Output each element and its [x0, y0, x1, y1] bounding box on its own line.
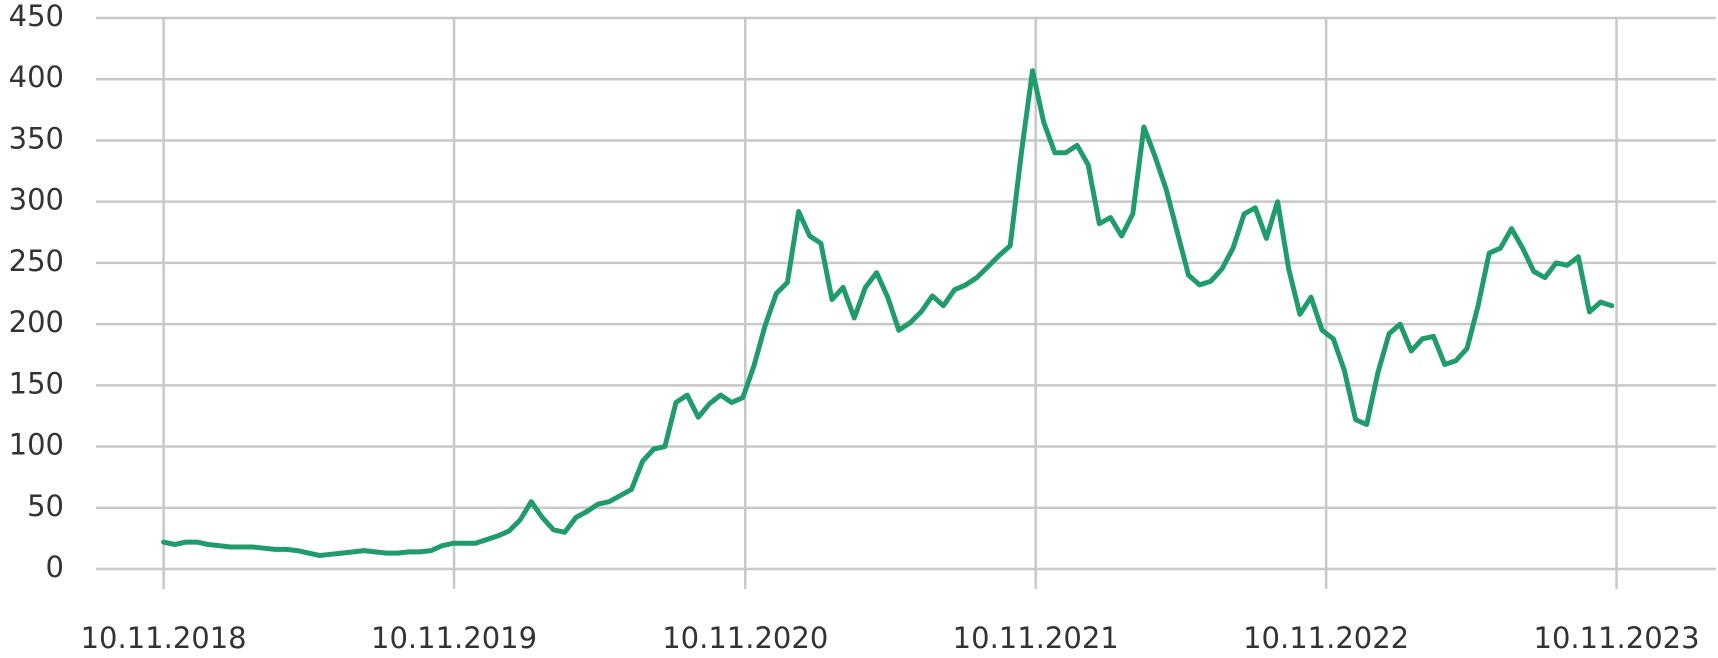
x-tick-label: 10.11.2022 [1243, 621, 1409, 655]
y-tick-label: 350 [9, 121, 64, 155]
line [161, 68, 1615, 558]
y-tick-label: 300 [9, 183, 64, 217]
x-tick-label: 10.11.2019 [371, 621, 537, 655]
y-tick-label: 50 [27, 489, 64, 523]
x-tick-label: 10.11.2018 [81, 621, 247, 655]
y-tick-label: 150 [9, 366, 64, 400]
x-tick-label: 10.11.2021 [953, 621, 1119, 655]
x-tick-label: 10.11.2020 [662, 621, 828, 655]
y-tick-label: 200 [9, 305, 64, 339]
y-tick-label: 400 [9, 60, 64, 94]
y-tick-label: 100 [9, 428, 64, 462]
y-tick-label: 250 [9, 244, 64, 278]
y-tick-label: 450 [9, 0, 64, 33]
x-tick-label: 10.11.2023 [1534, 621, 1700, 655]
y-tick-label: 0 [46, 550, 64, 584]
